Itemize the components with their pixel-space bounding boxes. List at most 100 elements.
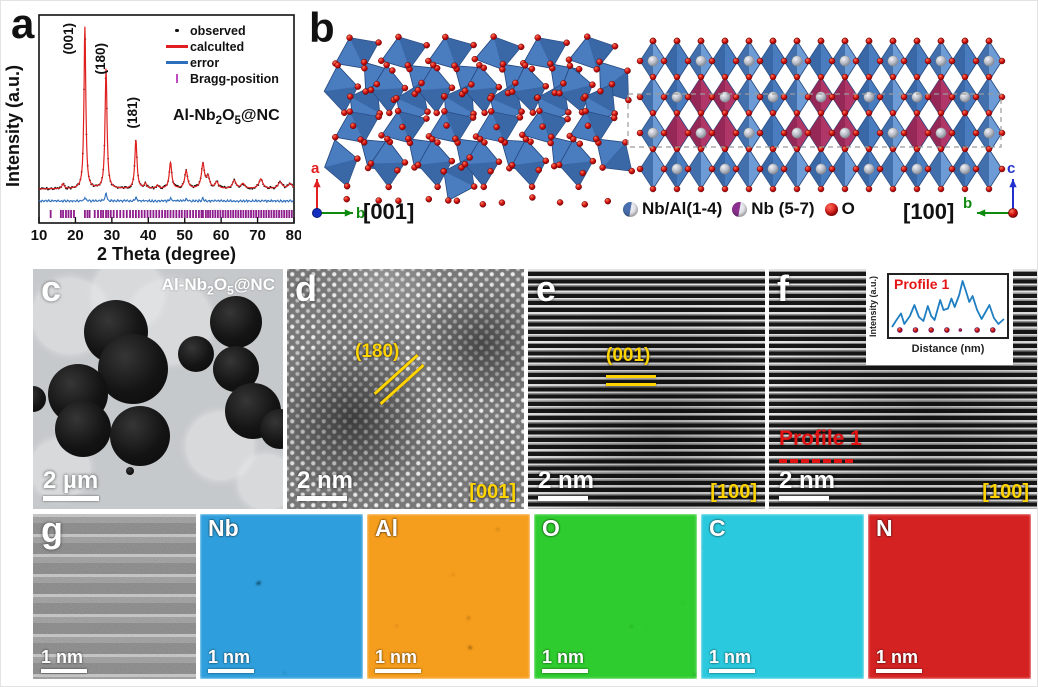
panel-b-structures: a b c b b [001] [100] Nb/Al(1-4) Nb (5-7) O — [301, 1, 1037, 267]
panel-c-tem: c Al-Nb2O5@NC 2 µm — [33, 269, 283, 509]
eds-map-texture — [200, 514, 363, 679]
svg-text:70: 70 — [249, 227, 266, 244]
xrd-x-axis-label: 2 Theta (degree) — [96, 244, 237, 264]
element-label-n: N — [876, 515, 893, 541]
nb-al-sphere-icon — [623, 201, 638, 217]
grain-texture — [33, 514, 196, 679]
contrast-shading — [528, 269, 765, 509]
sample-name: Al-Nb2O5@NC — [173, 107, 280, 128]
error-line-icon — [164, 61, 190, 64]
legend-nb-al: Nb/Al(1-4) — [623, 199, 722, 219]
profile-1-inset-chart: Intensity (a.u.) Profile 1 Distance (nm) — [866, 269, 1013, 365]
crystal-structure-drawing: a b c b — [311, 33, 1018, 222]
carbon-sphere — [210, 296, 262, 348]
element-label-nb: Nb — [208, 515, 239, 541]
panel-d-hrtem: d (180) 2 nm [001] — [287, 269, 524, 509]
svg-text:50: 50 — [176, 227, 193, 244]
svg-text:a: a — [311, 160, 320, 177]
dark-contrast-patch — [417, 279, 524, 409]
eds-map-al: Al 1 nm — [367, 514, 530, 679]
scalebar-1nm: 1 nm — [876, 648, 922, 673]
panel-c-sample-name: Al-Nb2O5@NC — [161, 275, 275, 298]
xrd-y-axis-label: Intensity (a.u.) — [3, 65, 23, 188]
scalebar-1nm: 1 nm — [709, 648, 755, 673]
eds-map-n: N 1 nm — [868, 514, 1031, 679]
panel-c-letter: c — [41, 269, 62, 309]
panel-b-letter: b — [309, 4, 335, 51]
svg-text:60: 60 — [213, 227, 230, 244]
zone-axis-label: [100] — [710, 481, 757, 503]
scalebar-1nm: 1 nm — [375, 648, 421, 673]
peak-label-180: (180) — [93, 43, 108, 75]
legend-calculated: calculted — [164, 39, 279, 54]
scalebar-1nm: 1 nm — [41, 648, 87, 673]
svg-text:c: c — [1007, 160, 1015, 177]
element-label-o: O — [542, 515, 560, 541]
peak-label-001: (001) — [61, 23, 76, 55]
observed-dot-icon — [164, 28, 190, 33]
legend-bragg: Bragg-position — [164, 71, 279, 86]
peak-label-181: (181) — [125, 97, 140, 129]
eds-map-o: O 1 nm — [534, 514, 697, 679]
svg-text:b: b — [356, 205, 365, 222]
eds-map-texture — [701, 514, 864, 679]
plane-001-line — [606, 375, 656, 378]
plane-001-line — [606, 383, 656, 386]
panel-d-letter: d — [295, 269, 317, 309]
eds-map-texture — [534, 514, 697, 679]
panel-g-stem: g 1 nm — [33, 514, 196, 679]
carbon-sphere — [126, 467, 134, 475]
carbon-sphere — [55, 401, 111, 457]
panel-g-letter: g — [41, 514, 63, 550]
inset-title: Profile 1 — [894, 276, 950, 292]
bragg-tick-icon — [164, 74, 190, 83]
carbon-sphere — [260, 409, 283, 449]
svg-text:20: 20 — [67, 227, 84, 244]
carbon-sphere — [98, 334, 168, 404]
panel-e-letter: e — [536, 269, 557, 309]
element-label-c: C — [709, 515, 726, 541]
structure-legend: Nb/Al(1-4) Nb (5-7) O — [623, 199, 855, 219]
eds-map-texture — [868, 514, 1031, 679]
profile-1-dashed-line — [779, 459, 853, 463]
calculated-line-icon — [164, 45, 190, 48]
carbon-sphere — [178, 336, 214, 372]
panel-f-hrtem: f Profile 1 2 nm [100] Intensity (a.u.) … — [769, 269, 1037, 509]
carbon-sphere — [33, 386, 46, 412]
scalebar-1nm: 1 nm — [542, 648, 588, 673]
zone-axis-label: [100] — [982, 481, 1029, 503]
svg-text:10: 10 — [31, 227, 48, 244]
legend-o: O — [824, 199, 855, 219]
profile-1-tag: Profile 1 — [779, 427, 862, 450]
scalebar-2nm: 2 nm — [297, 468, 353, 501]
eds-map-nb: Nb 1 nm — [200, 514, 363, 679]
nb-sphere-icon — [732, 201, 748, 217]
panel-f-letter: f — [777, 269, 789, 309]
eds-map-c: C 1 nm — [701, 514, 864, 679]
legend-error: error — [164, 55, 279, 70]
carbon-sphere — [110, 406, 170, 466]
zone-axis-100-label: [100] — [903, 199, 955, 224]
plane-001-label: (001) — [606, 345, 651, 366]
scalebar-1nm: 1 nm — [208, 648, 254, 673]
svg-text:b: b — [963, 195, 972, 212]
svg-text:40: 40 — [140, 227, 157, 244]
legend-nb: Nb (5-7) — [732, 199, 815, 219]
inset-x-label: Distance (nm) — [911, 343, 985, 355]
inset-plot-area: Profile 1 — [887, 273, 1009, 339]
xrd-legend: observed calculted error Bragg-position — [164, 23, 279, 86]
inset-y-label: Intensity (a.u.) — [868, 275, 878, 337]
scalebar-2um: 2 µm — [43, 468, 99, 501]
plane-180-label: (180) — [355, 341, 400, 362]
oxygen-sphere-icon — [824, 202, 838, 216]
panel-e-hrtem: e (001) 2 nm [100] — [528, 269, 765, 509]
xrd-plot: 10 20 30 40 50 60 70 80 — [31, 14, 301, 244]
svg-text:30: 30 — [104, 227, 121, 244]
panel-a-letter: a — [11, 0, 35, 47]
intensity-profile-curve — [891, 280, 1005, 333]
eds-map-texture — [367, 514, 530, 679]
svg-text:80: 80 — [286, 227, 301, 244]
legend-observed: observed — [164, 23, 279, 38]
dark-contrast-patch — [287, 339, 437, 499]
element-label-al: Al — [375, 515, 398, 541]
